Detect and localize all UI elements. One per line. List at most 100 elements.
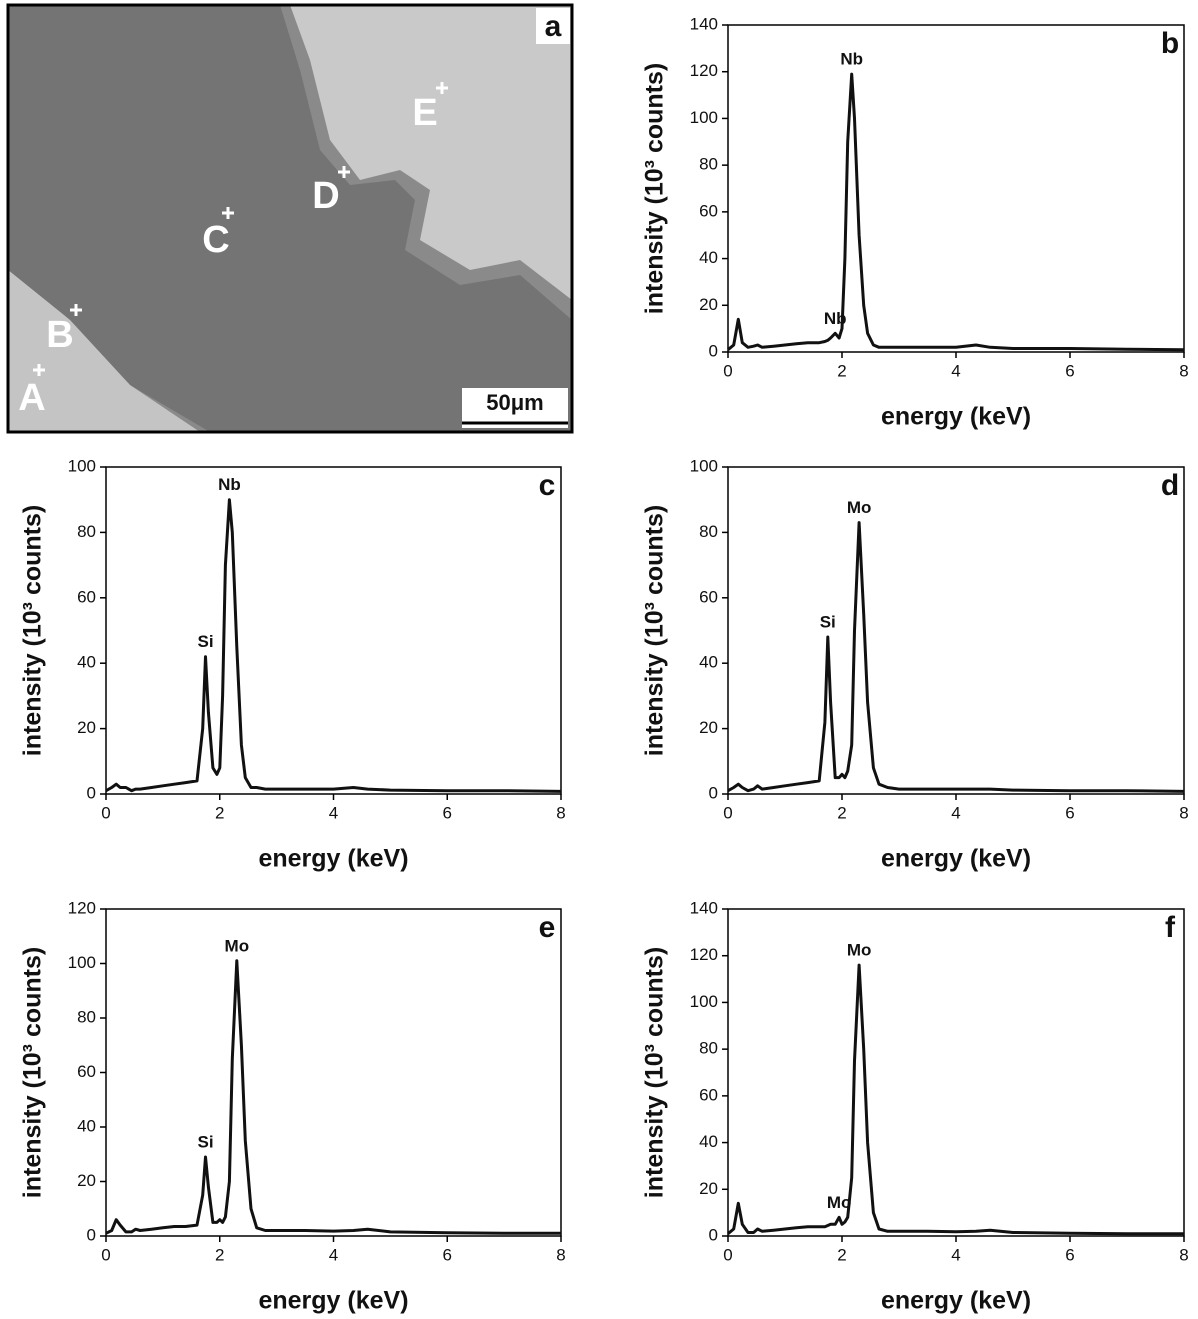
y-tick-label: 40 (77, 1116, 96, 1135)
point-label: B (46, 314, 73, 356)
x-tick-label: 8 (1179, 361, 1188, 380)
y-tick-label: 100 (690, 992, 718, 1011)
micrograph: a A B C D E 50μm (6, 3, 574, 434)
point-label: D (312, 175, 339, 217)
y-tick-label: 80 (699, 155, 718, 174)
plot-frame (727, 466, 1185, 795)
y-tick-label: 120 (690, 61, 718, 80)
x-tick-label: 0 (723, 361, 732, 380)
x-tick-label: 4 (951, 361, 960, 380)
x-tick-label: 2 (215, 803, 224, 822)
y-tick-label: 60 (77, 587, 96, 606)
panel-label: e (539, 911, 556, 944)
y-tick-label: 0 (709, 341, 718, 360)
y-tick-label: 100 (690, 456, 718, 475)
x-tick-label: 0 (723, 1245, 732, 1264)
y-tick-label: 100 (68, 953, 96, 972)
x-tick-label: 6 (1065, 361, 1074, 380)
y-tick-label: 120 (690, 945, 718, 964)
x-tick-label: 0 (723, 803, 732, 822)
y-tick-label: 0 (709, 1225, 718, 1244)
micrograph-frame (6, 3, 574, 434)
plot-frame (727, 24, 1185, 353)
spectrum-line (727, 963, 1184, 1236)
y-tick-label: 60 (699, 587, 718, 606)
panel-label-box (536, 8, 570, 44)
y-tick-label: 80 (699, 522, 718, 541)
x-tick-label: 0 (101, 803, 110, 822)
x-tick-label: 4 (329, 803, 338, 822)
x-tick-label: 0 (101, 1245, 110, 1264)
y-tick-label: 60 (699, 1085, 718, 1104)
y-axis-label: intensity (10³ counts) (19, 505, 47, 756)
x-tick-label: 6 (1065, 803, 1074, 822)
y-tick-label: 40 (699, 248, 718, 267)
dark-phase (8, 5, 572, 432)
spectrum-line (105, 498, 562, 793)
y-tick-label: 80 (699, 1039, 718, 1058)
point-label: A (18, 377, 45, 419)
panel-label: f (1165, 911, 1176, 944)
y-tick-label: 80 (77, 522, 96, 541)
spectrum-line (105, 959, 561, 1235)
point-label: E (412, 92, 437, 134)
scale-label: 50μm (486, 390, 544, 415)
peak-label: Nb (824, 309, 847, 328)
x-axis-label: energy (keV) (258, 1287, 408, 1315)
y-tick-label: 20 (77, 718, 96, 737)
scale-box (462, 388, 568, 428)
peak-label: Si (198, 632, 214, 651)
peak-label: Nb (218, 475, 241, 494)
panel-label: c (539, 469, 556, 502)
y-tick-label: 140 (690, 898, 718, 917)
y-tick-label: 140 (690, 14, 718, 33)
point-label: C (202, 219, 229, 261)
plot-frame (105, 908, 562, 1237)
point-markers (33, 82, 448, 376)
spectrum-line (727, 521, 1185, 793)
x-tick-label: 6 (443, 803, 452, 822)
x-tick-label: 4 (951, 1245, 960, 1264)
spectrum-line (727, 72, 1185, 352)
y-tick-label: 0 (87, 783, 96, 802)
x-axis-label: energy (keV) (881, 1287, 1031, 1315)
y-axis-label: intensity (10³ counts) (19, 947, 47, 1198)
y-axis-label: intensity (10³ counts) (641, 505, 669, 756)
peak-label: Mo (827, 1193, 852, 1212)
y-tick-label: 0 (87, 1225, 96, 1244)
peak-label: Mo (225, 936, 250, 955)
light-phase (8, 270, 200, 432)
x-tick-label: 2 (837, 1245, 846, 1264)
panel-label: b (1161, 27, 1179, 60)
x-tick-label: 2 (837, 361, 846, 380)
y-tick-label: 40 (77, 653, 96, 672)
panel-label: a (545, 10, 562, 43)
peak-label: Si (198, 1132, 214, 1151)
y-tick-label: 40 (699, 1132, 718, 1151)
y-tick-label: 60 (77, 1062, 96, 1081)
y-tick-label: 20 (699, 718, 718, 737)
peak-label: Mo (847, 941, 872, 960)
panel-label: d (1161, 469, 1179, 502)
x-tick-label: 6 (1065, 1245, 1074, 1264)
peak-label: Mo (847, 498, 872, 517)
x-tick-label: 8 (1179, 1245, 1188, 1264)
y-axis-label: intensity (10³ counts) (641, 947, 669, 1198)
y-tick-label: 100 (690, 108, 718, 127)
x-tick-label: 8 (1179, 803, 1188, 822)
y-axis-label: intensity (10³ counts) (641, 63, 669, 314)
x-axis-label: energy (keV) (258, 845, 408, 873)
x-tick-label: 8 (556, 803, 565, 822)
y-tick-label: 40 (699, 653, 718, 672)
y-tick-label: 100 (68, 456, 96, 475)
y-tick-label: 0 (709, 783, 718, 802)
plot-frame (727, 908, 1185, 1237)
y-tick-label: 60 (699, 201, 718, 220)
x-axis-label: energy (keV) (881, 845, 1031, 873)
x-tick-label: 2 (837, 803, 846, 822)
x-tick-label: 4 (951, 803, 960, 822)
y-tick-label: 20 (699, 295, 718, 314)
x-axis-label: energy (keV) (881, 403, 1031, 431)
y-tick-label: 20 (699, 1179, 718, 1198)
